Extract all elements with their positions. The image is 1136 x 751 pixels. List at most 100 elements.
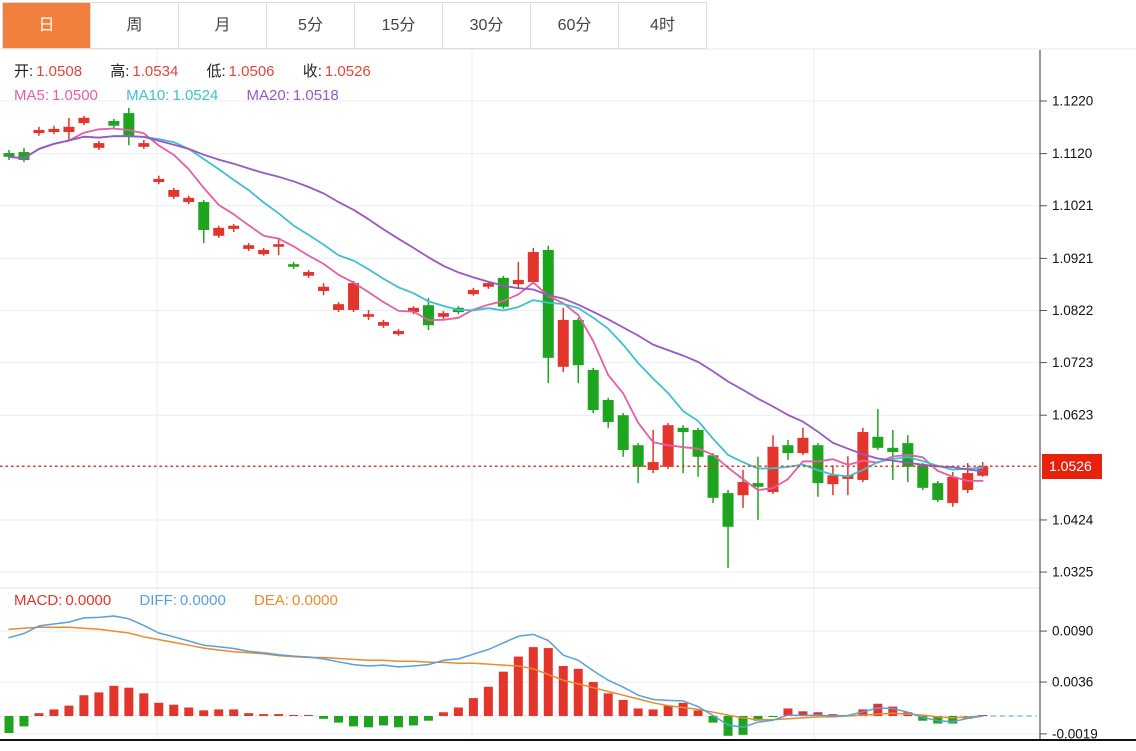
candle-body	[198, 202, 210, 230]
price-axis-label: 1.0623	[1052, 408, 1093, 423]
macd-axis-label: -0.0019	[1052, 726, 1098, 741]
candle-body	[138, 143, 150, 147]
candle-body	[213, 227, 225, 236]
macd-bar	[723, 716, 733, 736]
candle-body	[318, 286, 330, 291]
ma10-item: MA10: 1.0524	[126, 87, 218, 104]
macd-bar	[304, 715, 314, 716]
candle-body	[557, 319, 569, 367]
macd-axis-label: 0.0036	[1052, 675, 1093, 690]
candle-body	[18, 152, 30, 160]
candle-body	[3, 153, 15, 157]
candle-body	[932, 483, 944, 500]
macd-bar	[663, 705, 673, 716]
tab-week[interactable]: 周	[91, 3, 179, 48]
open-item: 开: 1.0508	[14, 63, 82, 80]
candle-body	[737, 482, 749, 496]
macd-bar	[34, 713, 44, 716]
candle-body	[617, 415, 629, 450]
macd-bar	[618, 699, 628, 716]
macd-bar	[139, 693, 149, 716]
macd-bar	[858, 709, 868, 716]
open-label: 开:	[14, 63, 34, 80]
current-price-badge: 1.0526	[1042, 454, 1102, 479]
ma20-item: MA20: 1.0518	[247, 87, 339, 104]
price-axis-label: 1.1021	[1052, 198, 1093, 213]
macd-bar	[364, 716, 374, 728]
macd-bar	[798, 711, 808, 716]
macd-histogram	[4, 647, 988, 736]
macd-bar	[888, 706, 898, 716]
macd-bar	[918, 716, 928, 721]
macd-legend: MACD: 0.0000 DIFF: 0.0000 DEA: 0.0000	[14, 592, 362, 609]
candle-body	[288, 264, 300, 267]
price-axis-label: 1.1120	[1052, 146, 1092, 161]
candle-body	[542, 249, 554, 358]
candle-body	[692, 429, 704, 457]
tab-30min[interactable]: 30分	[443, 3, 531, 48]
macd-bar	[588, 682, 598, 716]
diff-item: DIFF: 0.0000	[139, 592, 225, 609]
macd-bar	[379, 716, 388, 726]
price-axis-label: 1.0424	[1052, 512, 1094, 527]
candle-body	[123, 113, 135, 137]
close-item: 收: 1.0526	[303, 63, 371, 80]
candle-body	[258, 249, 270, 255]
macd-bar	[633, 708, 643, 716]
ma5-value: 1.0500	[52, 87, 98, 104]
tab-month[interactable]: 月	[179, 3, 267, 48]
candle-body	[467, 289, 479, 295]
candle-body	[273, 244, 285, 247]
candle-body	[333, 304, 345, 310]
candle-body	[947, 476, 959, 504]
macd-bar	[648, 709, 658, 716]
candle-body	[348, 283, 360, 310]
macd-bar	[408, 716, 418, 726]
macd-bar	[768, 716, 778, 717]
candle-body	[497, 277, 509, 307]
macd-value: 0.0000	[65, 592, 112, 609]
macd-bar	[393, 716, 403, 728]
tab-60min[interactable]: 60分	[531, 3, 619, 48]
candle-body	[243, 245, 255, 249]
tab-5min[interactable]: 5分	[267, 3, 355, 48]
candle-body	[857, 432, 869, 480]
ma10-value: 1.0524	[172, 87, 219, 104]
macd-bar	[933, 716, 943, 724]
macd-bar	[693, 710, 703, 716]
diff-label: DIFF:	[139, 592, 177, 609]
tab-day[interactable]: 日	[3, 3, 91, 48]
macd-bar	[289, 715, 299, 716]
ma20-value: 1.0518	[292, 87, 339, 104]
candle-body	[63, 126, 75, 133]
dea-value: 0.0000	[291, 592, 338, 609]
candle-body	[767, 446, 779, 493]
candle-body	[437, 313, 449, 317]
price-axis-label: 1.0325	[1052, 565, 1093, 580]
macd-bar	[813, 712, 823, 716]
candle-body	[93, 143, 105, 148]
ma5-item: MA5: 1.0500	[14, 87, 98, 104]
ma5-label: MA5:	[14, 87, 50, 104]
candle-body	[407, 307, 419, 313]
ma10-line	[8, 135, 984, 478]
price-axis-label: 1.0921	[1052, 251, 1093, 266]
diff-value: 0.0000	[179, 592, 226, 609]
ma-legend: MA5: 1.0500 MA10: 1.0524 MA20: 1.0518	[14, 87, 363, 104]
macd-bar	[274, 714, 284, 716]
high-item: 高: 1.0534	[110, 63, 178, 80]
macd-bar	[468, 698, 478, 716]
low-item: 低: 1.0506	[206, 63, 274, 80]
candle-body	[482, 283, 494, 287]
tab-4hour[interactable]: 4时	[619, 3, 706, 48]
candle-body	[782, 445, 794, 454]
low-label: 低:	[206, 63, 226, 80]
tab-15min[interactable]: 15分	[355, 3, 443, 48]
candle-body	[572, 319, 584, 366]
ma5-line	[8, 127, 984, 492]
candle-body	[363, 314, 375, 317]
macd-bar	[438, 712, 448, 716]
macd-bar	[753, 716, 763, 721]
grid-lines	[0, 48, 1136, 740]
